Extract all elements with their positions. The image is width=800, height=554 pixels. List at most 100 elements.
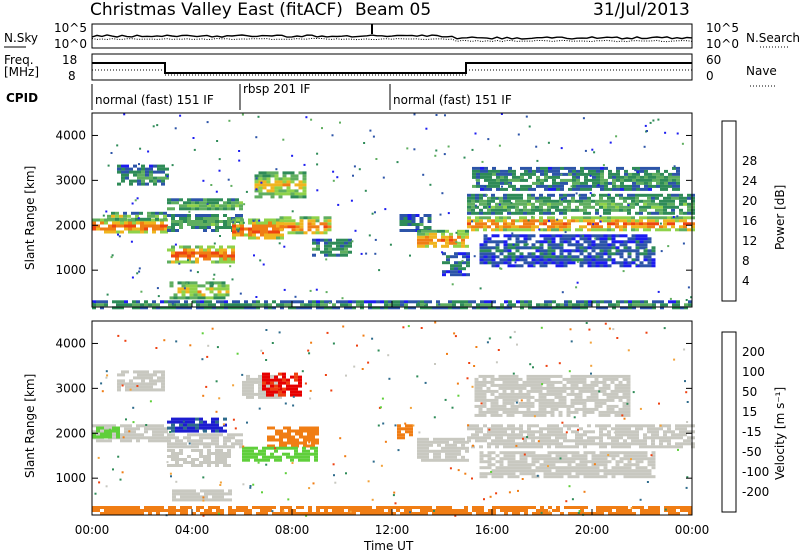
power-cell xyxy=(290,174,295,178)
power-cell xyxy=(323,219,328,223)
power-cell xyxy=(157,164,161,168)
power-cell xyxy=(232,303,236,307)
velocity-cell xyxy=(187,455,191,458)
velocity-cell xyxy=(417,452,421,456)
power-cell xyxy=(344,250,348,254)
velocity-cell xyxy=(153,370,157,374)
power-cell xyxy=(484,306,488,310)
power-cell xyxy=(659,202,663,206)
velocity-cell xyxy=(179,452,183,455)
power-cell xyxy=(223,257,227,261)
velocity-cell xyxy=(128,509,132,512)
power-cell xyxy=(560,303,564,307)
power-cell xyxy=(519,208,523,212)
velocity-cell xyxy=(610,404,615,408)
velocity-cell xyxy=(506,392,511,396)
velocity-cell xyxy=(611,457,616,461)
power-cell-scatter xyxy=(92,302,95,305)
power-cell xyxy=(116,303,120,307)
velocity-cell xyxy=(614,374,619,378)
power-cell xyxy=(266,192,271,196)
power-cell xyxy=(124,221,128,225)
power-cell xyxy=(256,230,260,234)
power-cell xyxy=(567,225,571,229)
power-cell xyxy=(619,234,624,238)
power-cell xyxy=(254,189,259,193)
power-cell xyxy=(543,219,547,223)
velocity-cell xyxy=(502,377,507,381)
power-cell xyxy=(131,217,135,221)
power-cell xyxy=(272,236,276,240)
velocity-cell xyxy=(639,457,644,461)
power-cell-scatter xyxy=(219,235,221,237)
power-cell xyxy=(115,217,119,221)
power-cell xyxy=(555,264,560,268)
power-cell xyxy=(527,193,531,197)
velocity-cell xyxy=(675,442,679,446)
velocity-cell xyxy=(639,454,644,458)
velocity-cell xyxy=(437,440,441,444)
power-cell-scatter xyxy=(474,132,477,135)
velocity-cell xyxy=(397,427,401,431)
velocity-cell xyxy=(290,458,294,462)
velocity-cell xyxy=(250,392,254,396)
power-cell xyxy=(421,238,425,242)
velocity-cell xyxy=(288,506,292,509)
velocity-cell xyxy=(591,439,595,443)
velocity-cell xyxy=(291,435,295,439)
power-cell xyxy=(599,199,603,203)
velocity-cell xyxy=(283,441,287,445)
power-cell xyxy=(175,260,179,264)
velocity-cell xyxy=(216,509,220,512)
power-cell xyxy=(531,193,535,197)
power-cell xyxy=(683,216,687,220)
power-cell xyxy=(515,258,520,262)
velocity-cell xyxy=(635,451,640,455)
power-cell xyxy=(576,172,580,176)
power-cell xyxy=(421,244,425,248)
velocity-cell xyxy=(203,436,207,440)
noise-sky-label: N.Sky xyxy=(4,31,38,45)
velocity-cell xyxy=(507,475,512,479)
power-cell xyxy=(551,258,556,262)
velocity-cell xyxy=(499,442,503,446)
velocity-cell-scatter xyxy=(684,380,686,383)
velocity-cell xyxy=(274,458,278,462)
power-cell xyxy=(519,211,523,215)
beam-label: Beam 05 xyxy=(355,0,431,20)
velocity-cell xyxy=(164,509,168,512)
velocity-cell xyxy=(527,436,531,440)
power-cell xyxy=(515,234,520,238)
velocity-cell xyxy=(511,430,515,434)
power-cell xyxy=(659,208,663,212)
velocity-cell xyxy=(314,458,318,462)
velocity-cell xyxy=(474,377,479,381)
power-cell xyxy=(571,243,576,247)
power-cell xyxy=(211,220,215,223)
velocity-cell xyxy=(207,442,211,446)
power-cell xyxy=(307,219,312,223)
power-cell xyxy=(515,211,519,215)
power-cell xyxy=(465,229,469,233)
power-cell xyxy=(555,255,560,259)
power-cell xyxy=(483,193,487,197)
velocity-cell xyxy=(461,446,465,450)
power-cell xyxy=(96,218,100,222)
power-cell xyxy=(274,177,279,181)
velocity-cell xyxy=(555,451,560,455)
power-cell xyxy=(272,233,276,237)
velocity-cell xyxy=(582,404,587,408)
power-cell xyxy=(264,233,268,237)
power-cell xyxy=(676,166,680,170)
power-cell xyxy=(687,196,691,200)
power-cell-scatter xyxy=(652,119,655,122)
velocity-cell xyxy=(647,430,651,434)
velocity-cell xyxy=(279,441,283,445)
velocity-cell xyxy=(220,492,224,496)
power-cell xyxy=(175,198,179,202)
velocity-cell xyxy=(498,386,503,390)
velocity-cell xyxy=(320,512,324,515)
power-cell xyxy=(403,217,408,220)
power-cell xyxy=(547,193,551,197)
velocity-cell xyxy=(591,430,595,434)
